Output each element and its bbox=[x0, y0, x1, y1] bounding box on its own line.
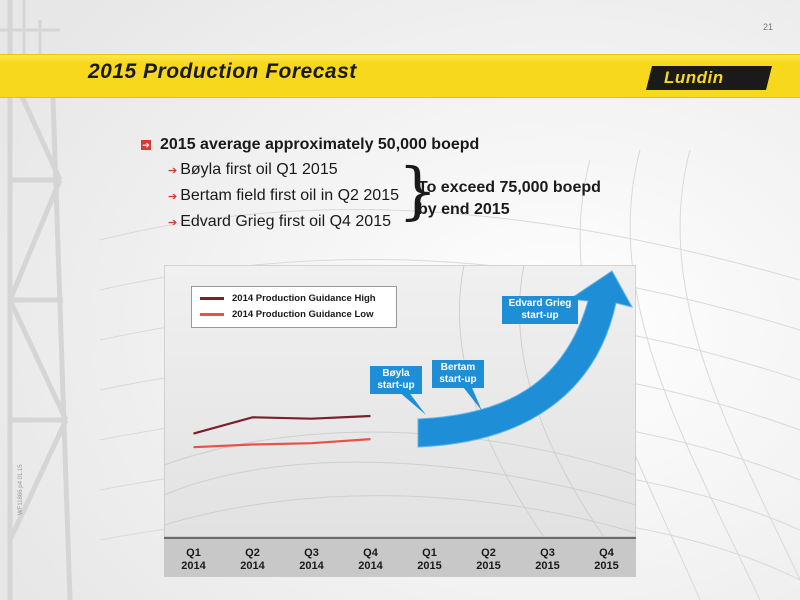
callout-pointer bbox=[460, 383, 482, 411]
series-line-low bbox=[193, 438, 371, 449]
sub-bullet-arrow-icon: ➔ bbox=[168, 191, 178, 203]
lundin-logo bbox=[646, 66, 772, 90]
bullet-arrow-icon: ➔ bbox=[141, 140, 151, 150]
sub-bullet: ➔ Bøyla first oil Q1 2015 bbox=[168, 161, 338, 178]
x-tick-label: Q2 2014 bbox=[240, 547, 265, 572]
page-number: 21 bbox=[763, 22, 774, 32]
x-axis: Q1 2014 Q2 2014 Q3 2014 Q4 2014 Q1 2015 Q2 2015 Q3 20… bbox=[164, 537, 636, 577]
callout-pointer bbox=[398, 391, 426, 415]
x-tick-label: Q3 2014 bbox=[299, 547, 324, 572]
sub-bullet-arrow-icon: ➔ bbox=[168, 217, 178, 229]
growth-arrow bbox=[417, 270, 633, 448]
sub-bullet-arrow-icon: ➔ bbox=[168, 165, 178, 177]
legend-swatch bbox=[200, 296, 224, 300]
callout-edvard-grieg: Edvard Grieg start-up bbox=[502, 296, 578, 324]
sub-bullet: ➔ Bertam field first oil in Q2 2015 bbox=[168, 187, 399, 204]
sub-bullet: ➔ Edvard Grieg first oil Q4 2015 bbox=[168, 213, 391, 230]
callout-bertam: Bertam start-up bbox=[432, 360, 484, 388]
x-tick-label: Q4 2014 bbox=[358, 547, 383, 572]
x-tick-label: Q3 2015 bbox=[535, 547, 560, 572]
x-tick-label: Q1 2015 bbox=[417, 547, 442, 572]
lundin-logo-text: Lundin bbox=[664, 68, 724, 87]
chart-legend: 2014 Production Guidance High 2014 Produ… bbox=[191, 286, 397, 328]
callout-boyla: Bøyla start-up bbox=[370, 366, 422, 394]
x-tick-label: Q1 2014 bbox=[181, 547, 206, 572]
x-tick-label: Q4 2015 bbox=[594, 547, 619, 572]
legend-item-low: 2014 Production Guidance Low bbox=[200, 309, 373, 320]
document-code: WF11866 p4 01.15 bbox=[18, 464, 24, 515]
x-tick-label: Q2 2015 bbox=[476, 547, 501, 572]
legend-item-high: 2014 Production Guidance High bbox=[200, 293, 376, 304]
main-bullet-text: 2015 average approximately 50,000 boepd bbox=[160, 136, 480, 153]
series-line-high bbox=[193, 414, 371, 435]
oil-rig-graphic bbox=[0, 0, 73, 600]
curly-brace: } bbox=[398, 154, 438, 227]
target-text: To exceed 75,000 boepd by end 2015 bbox=[418, 179, 601, 218]
page-title: 2015 Production Forecast bbox=[88, 60, 357, 83]
legend-swatch bbox=[200, 312, 224, 316]
